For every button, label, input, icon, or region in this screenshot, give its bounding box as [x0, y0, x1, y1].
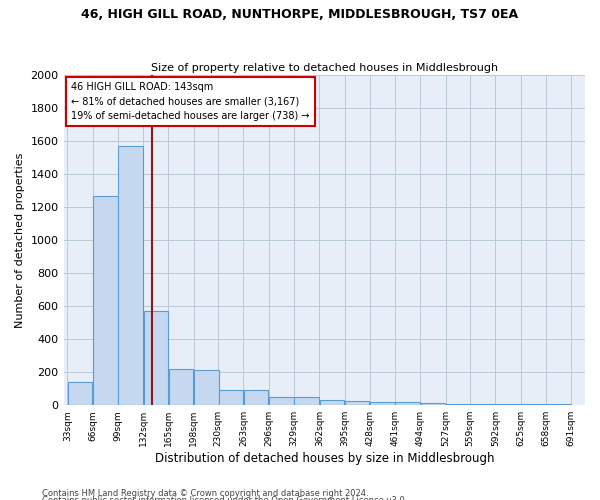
- X-axis label: Distribution of detached houses by size in Middlesbrough: Distribution of detached houses by size …: [155, 452, 494, 465]
- Bar: [93, 196, 118, 405]
- Bar: [68, 382, 92, 405]
- Bar: [470, 404, 495, 405]
- Bar: [143, 311, 168, 405]
- Text: 46, HIGH GILL ROAD, NUNTHORPE, MIDDLESBROUGH, TS7 0EA: 46, HIGH GILL ROAD, NUNTHORPE, MIDDLESBR…: [82, 8, 518, 20]
- Bar: [169, 369, 193, 405]
- Text: Contains public sector information licensed under the Open Government Licence v3: Contains public sector information licen…: [42, 496, 407, 500]
- Title: Size of property relative to detached houses in Middlesbrough: Size of property relative to detached ho…: [151, 63, 498, 73]
- Bar: [269, 397, 293, 405]
- Bar: [118, 146, 143, 405]
- Bar: [421, 402, 445, 405]
- Text: 46 HIGH GILL ROAD: 143sqm
← 81% of detached houses are smaller (3,167)
19% of se: 46 HIGH GILL ROAD: 143sqm ← 81% of detac…: [71, 82, 310, 122]
- Text: Contains HM Land Registry data © Crown copyright and database right 2024.: Contains HM Land Registry data © Crown c…: [42, 488, 368, 498]
- Bar: [320, 400, 344, 405]
- Bar: [218, 390, 243, 405]
- Bar: [496, 404, 520, 405]
- Bar: [395, 402, 420, 405]
- Bar: [194, 370, 218, 405]
- Bar: [244, 390, 268, 405]
- Bar: [521, 404, 545, 405]
- Bar: [370, 402, 395, 405]
- Bar: [547, 404, 571, 405]
- Bar: [295, 397, 319, 405]
- Y-axis label: Number of detached properties: Number of detached properties: [15, 152, 25, 328]
- Bar: [446, 404, 470, 405]
- Bar: [345, 401, 370, 405]
